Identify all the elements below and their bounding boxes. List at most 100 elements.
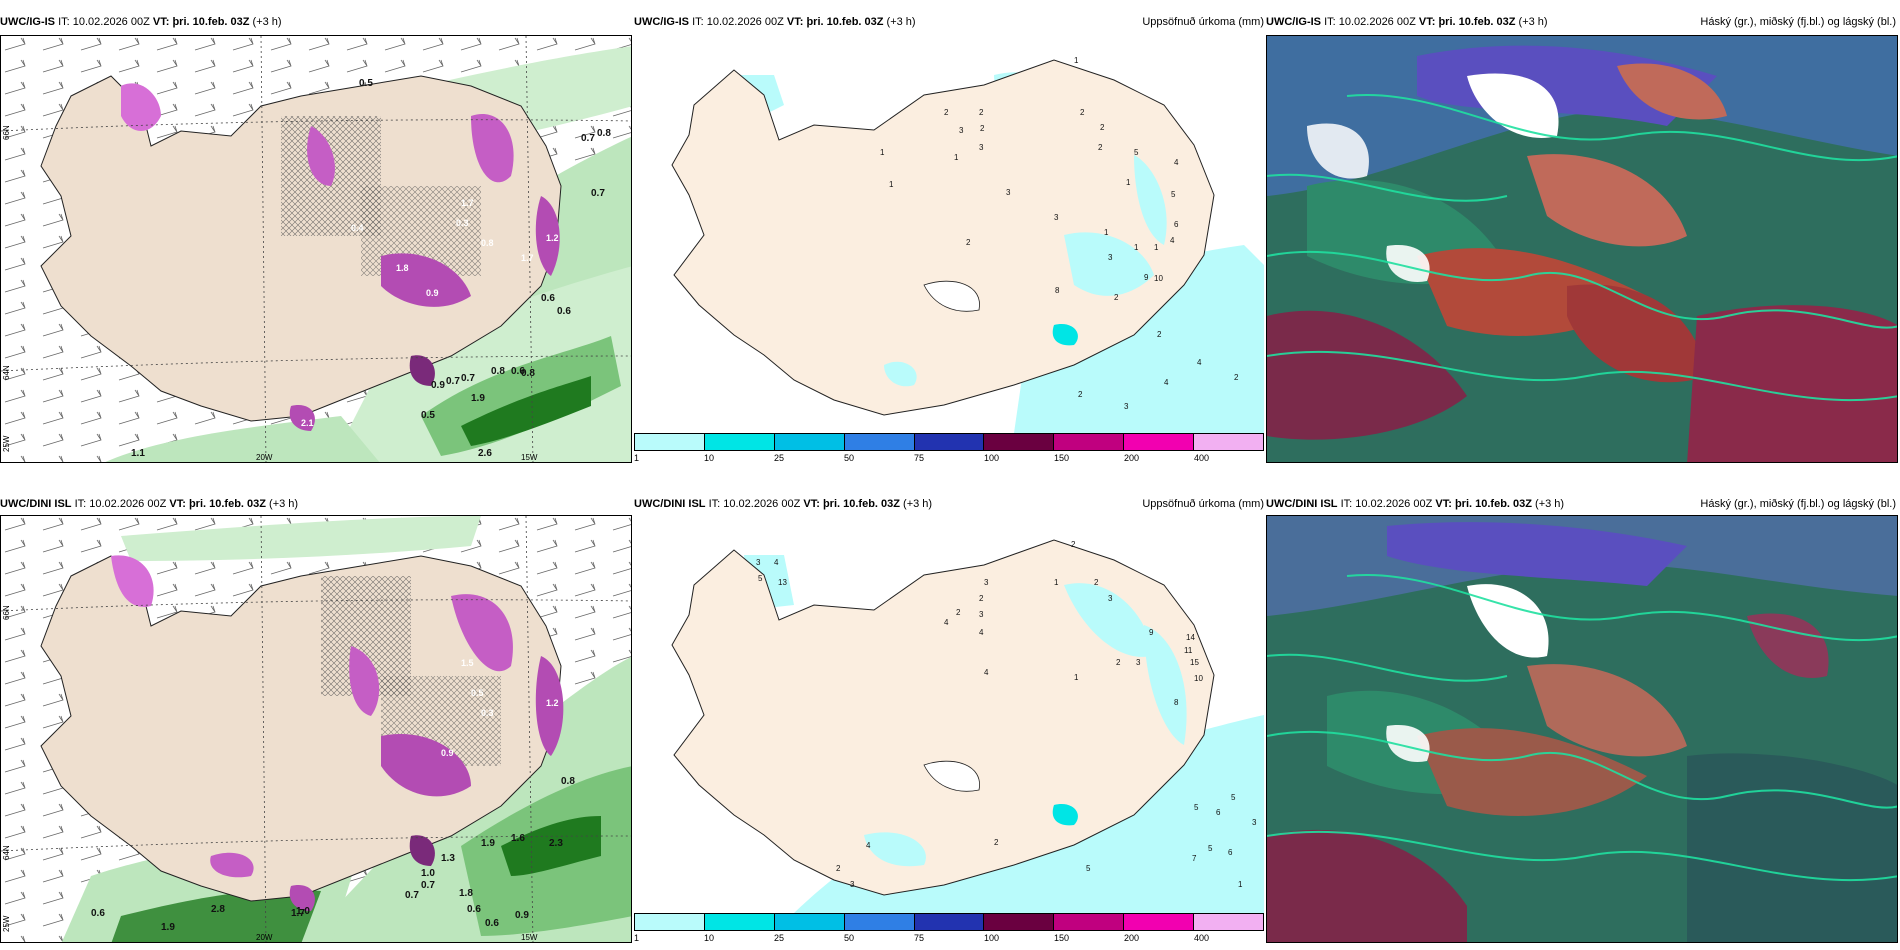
precip-value: 5	[758, 574, 763, 583]
panel-wind-bottom-header: UWC/DINI ISL IT: 10.02.2026 00Z VT: þri.…	[0, 498, 630, 516]
wind-value: 1.6	[511, 833, 525, 844]
wind-value: 1.8	[459, 888, 473, 899]
colorbar-swatch	[635, 914, 705, 930]
colorbar-swatch	[1124, 914, 1195, 930]
wind-value: 0.6	[557, 306, 571, 317]
wind-value: 2.6	[478, 448, 492, 459]
colorbar-tick: 100	[984, 933, 1000, 943]
colorbar-tick: 200	[1124, 453, 1140, 463]
colorbar-tick: 25	[774, 933, 785, 943]
precip-value: 3	[756, 558, 761, 567]
precip-value: 2	[1234, 373, 1239, 382]
precip-value: 10	[1194, 674, 1203, 683]
precip-value: 2	[836, 864, 841, 873]
precip-value: 5	[1086, 864, 1091, 873]
snow-value: 1.7	[461, 198, 474, 208]
colorbar-tick: 100	[984, 453, 1000, 463]
panel-wind-bottom-title: UWC/DINI ISL IT: 10.02.2026 00Z VT: þri.…	[0, 498, 299, 510]
colorbar-tick: 150	[1054, 453, 1070, 463]
snow-value: 0.8	[481, 238, 494, 248]
colorbar-tick: 400	[1194, 453, 1210, 463]
precip-value: 2	[979, 108, 984, 117]
wind-value: 0.5	[359, 78, 373, 89]
wind-value: 0.8	[597, 128, 611, 139]
colorbar-swatch	[914, 434, 985, 450]
colorbar-tick: 75	[914, 933, 925, 943]
precip-value: 1	[1126, 178, 1131, 187]
colorbar-swatch	[1124, 434, 1195, 450]
snow-value: 1.2	[546, 233, 559, 243]
precip-map-top: 1 2 3 2 2 1 3 2 2 2 5 4 1 3 1 2 3 6 4 1 …	[634, 35, 1264, 433]
snow-values-top: 2.1 1.7 1.2 1.8 0.9 0.4 0.3 0.8 1.7	[301, 198, 559, 428]
lat-label-66: 66N	[2, 125, 11, 140]
precip-value: 3	[1006, 188, 1011, 197]
colorbar-swatch	[774, 434, 845, 450]
wind-value: 0.6	[467, 904, 481, 915]
wind-value: 1.1	[131, 448, 145, 459]
wind-value: 1.7	[291, 908, 305, 919]
colorbar-swatch	[774, 914, 845, 930]
precip-colorbar-labels-top: 1 10 25 50 75 100 150 200 400	[634, 453, 1264, 465]
panel-cloud-top-title: UWC/IG-IS IT: 10.02.2026 00Z VT: þri. 10…	[1266, 16, 1548, 28]
precip-value: 3	[979, 143, 984, 152]
cloud-map-top-canvas	[1267, 36, 1897, 462]
lat-label-64: 64N	[2, 365, 11, 380]
wind-value: 0.6	[541, 293, 555, 304]
snow-value: 0.5	[471, 688, 484, 698]
precip-value: 1	[880, 148, 885, 157]
precip-value: 5	[1231, 793, 1236, 802]
colorbar-swatch	[984, 434, 1055, 450]
wind-value: 0.7	[581, 133, 595, 144]
precip-values-bottom: 3 4 5 13 2 3 4 2 2 3 4 1 2 3 9 14 11 15 …	[756, 540, 1257, 889]
precip-value: 1	[954, 153, 959, 162]
precip-value: 8	[1055, 286, 1060, 295]
wind-value: 0.8	[491, 366, 505, 377]
snow-value: 2.1	[301, 418, 314, 428]
precip-colorbar-labels-bottom: 1 10 25 50 75 100 150 200 400	[634, 933, 1264, 945]
wind-value: 2.8	[211, 904, 225, 915]
precip-value: 1	[1074, 56, 1079, 65]
precip-value: 10	[1154, 274, 1163, 283]
precip-value: 2	[1080, 108, 1085, 117]
precip-value: 2	[1116, 658, 1121, 667]
precip-value: 2	[956, 608, 961, 617]
snow-value: 0.3	[456, 218, 469, 228]
wind-map-bottom: 66N 64N 20W 15W 25W 0.6 0.8 1.7 1.9 1.6 …	[0, 515, 632, 943]
iceland-landmass	[40, 75, 562, 422]
colorbar-tick: 1	[634, 933, 640, 943]
precip-value: 6	[1216, 808, 1221, 817]
colorbar-swatch	[844, 434, 915, 450]
wind-value: 0.7	[421, 880, 435, 891]
precip-value: 4	[774, 558, 779, 567]
colorbar-tick: 200	[1124, 933, 1140, 943]
lon-label-20w: 20W	[256, 933, 273, 942]
precip-value: 1	[889, 180, 894, 189]
snow-value: 1.8	[396, 263, 409, 273]
precip-value: 1	[1104, 228, 1109, 237]
precip-value: 2	[1098, 143, 1103, 152]
precip-value: 1	[1134, 243, 1139, 252]
colorbar-swatch	[704, 434, 775, 450]
precip-value: 2	[1157, 330, 1162, 339]
lat-label-66: 66N	[2, 605, 11, 620]
colorbar-tick: 25	[774, 453, 785, 463]
precip-value: 2	[1071, 540, 1076, 549]
precip-value: 3	[1252, 818, 1257, 827]
colorbar-swatch	[1054, 914, 1125, 930]
snow-value: 1.7	[521, 253, 534, 263]
precip-value: 3	[979, 610, 984, 619]
wind-value: 0.7	[591, 188, 605, 199]
precip-value: 1	[1154, 243, 1159, 252]
snow-value: 0.9	[426, 288, 439, 298]
wind-values-top: 0.5 0.7 0.8 0.7 0.6 0.6 0.5 0.8 0.6 0.8 …	[131, 78, 611, 459]
wind-value: 0.6	[485, 918, 499, 929]
cloud-map-bottom	[1266, 515, 1898, 943]
wind-value: 2.3	[549, 838, 563, 849]
precip-value: 2	[980, 124, 985, 133]
colorbar-swatch	[704, 914, 775, 930]
wind-values-bottom: 0.6 0.8 1.7 1.9 1.6 2.3 1.3 1.0 0.7 0.7 …	[91, 776, 575, 933]
precip-value: 3	[850, 880, 855, 889]
lon-label-15w: 15W	[521, 453, 538, 462]
colorbar-tick: 400	[1194, 933, 1210, 943]
precip-value: 3	[1136, 658, 1141, 667]
